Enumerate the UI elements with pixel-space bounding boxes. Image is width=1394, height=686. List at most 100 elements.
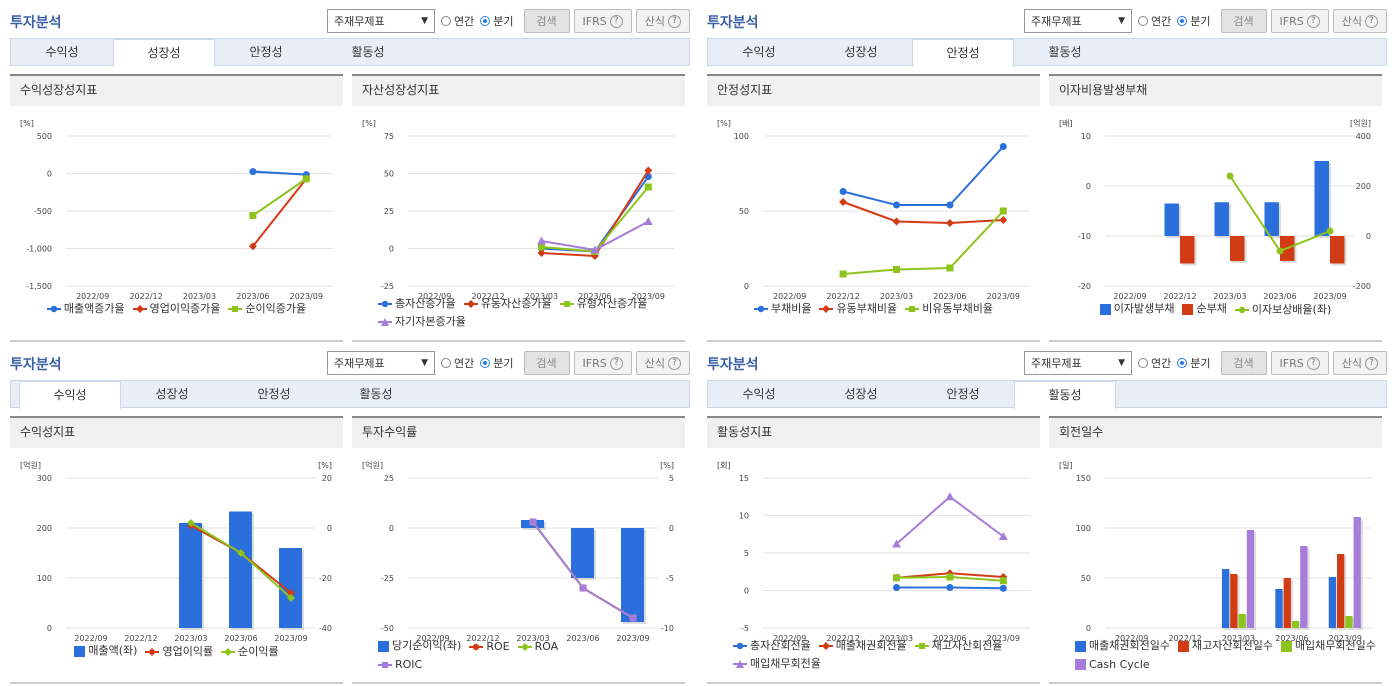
legend-item[interactable]: 순이익률 [221,644,279,660]
data-point[interactable] [946,584,954,591]
data-point[interactable] [643,217,653,225]
statement-select[interactable]: 주재무제표 ▼ [327,9,436,33]
data-point[interactable] [839,270,847,278]
formula-button[interactable]: 산식? [635,351,690,375]
bar[interactable] [1353,517,1361,628]
legend-item[interactable]: Cash Cycle [1075,657,1150,673]
bar[interactable] [1164,203,1180,237]
data-point[interactable] [998,532,1008,540]
legend-item[interactable]: 매출채권회전율 [818,638,907,654]
data-point[interactable] [249,212,257,219]
statement-select[interactable]: 주재무제표 ▼ [327,351,436,375]
data-point[interactable] [946,264,954,272]
radio-quarter[interactable]: 분기 [1177,13,1211,29]
statement-select[interactable]: 주재무제표 ▼ [1024,351,1133,375]
legend-item[interactable]: ROE [469,639,510,655]
tab-stability[interactable]: 안정성 [946,387,980,401]
ifrs-button[interactable]: IFRS? [1270,351,1329,375]
search-button[interactable]: 검색 [523,351,570,375]
bar[interactable] [1275,589,1283,628]
statement-select[interactable]: 주재무제표 ▼ [1024,9,1133,33]
tab-profitability[interactable]: 수익성 [742,45,776,59]
legend-item[interactable]: 이자발생부채 [1099,301,1174,317]
ifrs-button[interactable]: IFRS? [1270,9,1329,33]
legend-item[interactable]: 순이익증가율 [228,301,306,317]
legend-item[interactable]: ROIC [378,657,422,673]
bar[interactable] [1230,574,1238,628]
legend-item[interactable]: 자기자본증가율 [378,314,466,330]
data-point[interactable] [999,207,1007,215]
data-point[interactable] [946,573,954,581]
data-point[interactable] [248,242,257,251]
search-button[interactable]: 검색 [1220,351,1267,375]
tab-stability[interactable]: 안정성 [257,387,291,401]
tab-growth[interactable]: 성장성 [113,39,215,67]
tab-profitability[interactable]: 수익성 [742,387,776,401]
data-point[interactable] [537,236,546,245]
legend-item[interactable]: 유형자산증가율 [559,296,647,312]
bar[interactable] [1345,616,1353,628]
legend-item[interactable]: 매출액(좌) [74,643,137,659]
tab-stability[interactable]: 안정성 [912,39,1014,67]
bar[interactable] [1291,621,1300,628]
search-button[interactable]: 검색 [1220,9,1267,33]
bar[interactable] [1264,202,1280,236]
legend-item[interactable]: 매출채권회전일수 [1075,638,1170,654]
legend-item[interactable]: 순부채 [1182,301,1227,317]
tab-profitability[interactable]: 수익성 [19,381,121,409]
ifrs-button[interactable]: IFRS? [573,9,632,33]
data-point[interactable] [644,183,652,191]
bar[interactable] [1314,161,1330,236]
legend-item[interactable]: 매입채무회전일수 [1280,638,1376,654]
tab-stability[interactable]: 안정성 [249,45,283,59]
bar[interactable] [571,528,594,578]
legend-item[interactable]: 매입채무회전율 [733,656,821,672]
legend-item[interactable]: 이자보상배율(좌) [1234,302,1331,318]
bar[interactable] [1328,577,1337,628]
radio-annual[interactable]: 연간 [441,355,474,371]
radio-annual[interactable]: 연간 [1138,355,1171,371]
data-point[interactable] [946,201,954,209]
data-point[interactable] [945,219,954,227]
search-button[interactable]: 검색 [523,9,570,33]
bar[interactable] [1337,554,1345,628]
data-point[interactable] [537,249,546,257]
data-point[interactable] [629,614,637,622]
legend-item[interactable]: 재고자산회전율 [914,638,1002,654]
data-point[interactable] [1226,172,1234,180]
tab-activity[interactable]: 활동성 [351,45,385,59]
legend-item[interactable]: 영업이익률 [145,644,213,660]
data-point[interactable] [529,518,537,526]
tab-activity[interactable]: 활동성 [359,387,393,401]
bar[interactable] [1214,202,1230,236]
legend-item[interactable]: 유동자산증가율 [463,296,552,312]
data-point[interactable] [999,584,1007,592]
bar[interactable] [1238,614,1246,628]
bar[interactable] [1180,236,1195,264]
legend-item[interactable]: 재고자산회전일수 [1177,638,1273,654]
data-point[interactable] [644,166,653,175]
bar[interactable] [1246,530,1255,628]
tab-activity[interactable]: 활동성 [1014,381,1116,409]
formula-button[interactable]: 산식? [1332,351,1387,375]
tab-growth[interactable]: 성장성 [844,387,878,401]
bar[interactable] [1283,578,1291,628]
radio-annual[interactable]: 연간 [1138,13,1171,29]
legend-item[interactable]: 총자산증가율 [378,296,456,312]
ifrs-button[interactable]: IFRS? [573,351,632,375]
formula-button[interactable]: 산식? [635,9,690,33]
legend-item[interactable]: 총자산회전율 [733,638,811,654]
data-point[interactable] [893,584,900,591]
legend-item[interactable]: ROA [517,639,558,655]
data-point[interactable] [590,245,600,254]
data-point[interactable] [1276,247,1284,255]
data-point[interactable] [579,584,587,592]
data-point[interactable] [187,519,195,527]
radio-quarter[interactable]: 분기 [480,13,514,29]
bar[interactable] [1221,569,1230,628]
legend-item[interactable]: 당기순이익(좌) [378,638,461,654]
bar[interactable] [1300,546,1308,628]
tab-activity[interactable]: 활동성 [1048,45,1082,59]
data-point[interactable] [1326,227,1334,235]
data-point[interactable] [893,201,900,209]
